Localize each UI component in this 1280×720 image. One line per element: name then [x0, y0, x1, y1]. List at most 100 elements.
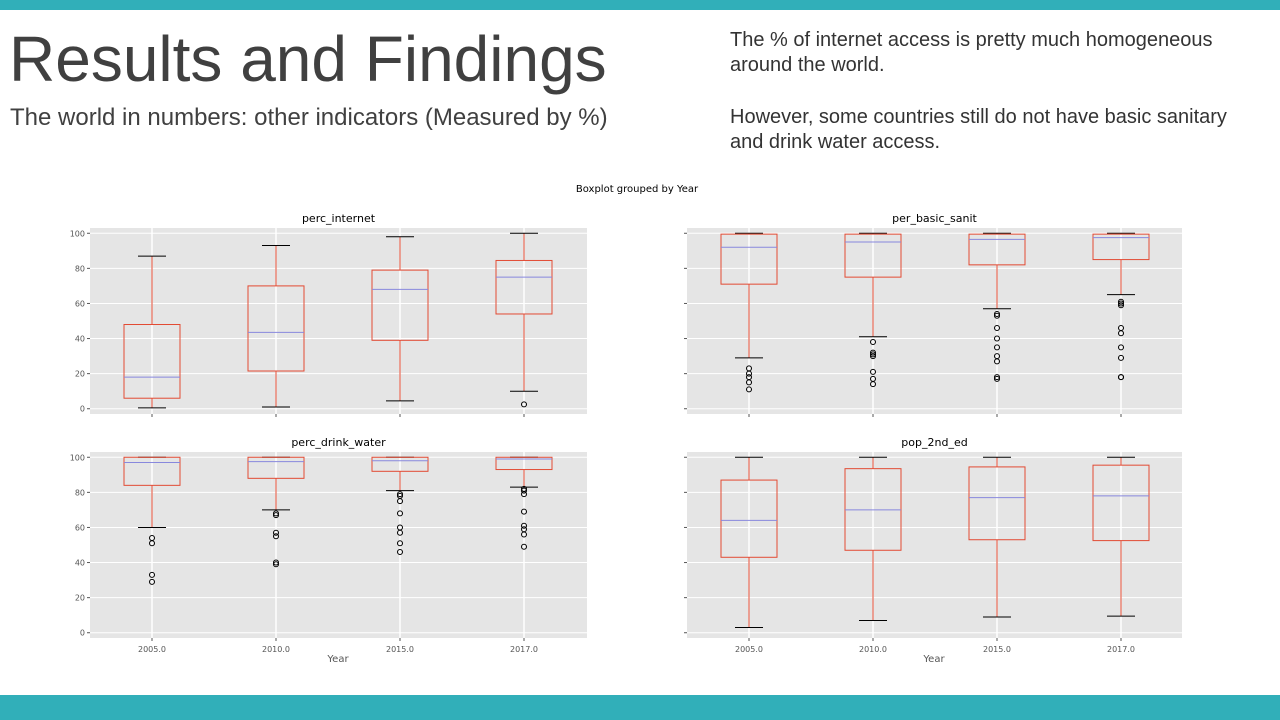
outlier-point [1118, 298, 1124, 305]
outlier-point [521, 531, 527, 538]
outlier-point [521, 401, 527, 408]
plot-area [90, 452, 587, 638]
y-tick-label: 0 [80, 629, 85, 638]
subplot-title: pop_2nd_ed [901, 436, 967, 449]
x-tick-label: 2015.0 [983, 645, 1011, 654]
outlier-point [149, 571, 155, 578]
figure-suptitle: Boxplot grouped by Year [576, 184, 699, 195]
outlier-point [521, 522, 527, 529]
x-tick-label: 2017.0 [1107, 645, 1135, 654]
box [720, 233, 778, 285]
outlier-point [397, 498, 403, 505]
outlier-point [397, 549, 403, 556]
box [247, 456, 305, 479]
outlier-point [1118, 302, 1124, 309]
y-tick-label: 80 [75, 488, 85, 497]
subplot-title: perc_internet [302, 212, 376, 225]
box [123, 324, 181, 399]
box [968, 233, 1026, 266]
x-axis-label: Year [326, 654, 349, 665]
y-tick-label: 20 [75, 370, 85, 379]
y-tick-label: 100 [70, 229, 85, 238]
outlier-point [870, 339, 876, 346]
outlier-point [746, 370, 752, 377]
outlier-point [521, 487, 527, 494]
y-tick-label: 80 [75, 264, 85, 273]
outlier-point [1118, 300, 1124, 307]
outlier-point [994, 325, 1000, 332]
boxplot-figure: Boxplot grouped by Year Year Year 0 20 40 6… [70, 184, 1182, 665]
plot-area [687, 228, 1182, 414]
outlier-point [273, 512, 279, 519]
x-tick-label: 2005.0 [735, 645, 763, 654]
y-tick-label: 0 [80, 405, 85, 414]
outlier-point [149, 578, 155, 585]
outlier-point [1118, 374, 1124, 381]
note-sanitation: However, some countries still do not hav… [730, 106, 1227, 153]
x-axis-label: Year [922, 654, 945, 665]
outlier-point [870, 353, 876, 360]
box [968, 466, 1026, 541]
box [844, 233, 902, 278]
outlier-point [870, 368, 876, 375]
outlier-point [870, 351, 876, 358]
y-tick-label: 20 [75, 594, 85, 603]
outlier-point [994, 374, 1000, 381]
box [371, 269, 429, 341]
box [495, 456, 553, 471]
x-tick-label: 2015.0 [386, 645, 414, 654]
outlier-point [397, 529, 403, 536]
y-tick-label: 40 [75, 559, 85, 568]
outlier-point [746, 386, 752, 393]
subplot-title: per_basic_sanit [892, 212, 977, 225]
outlier-point [994, 358, 1000, 365]
outlier-point [273, 559, 279, 566]
subplot-title: perc_drink_water [291, 436, 386, 449]
top-accent-bar [0, 0, 1280, 10]
outlier-point [521, 543, 527, 550]
outlier-point [149, 540, 155, 547]
box [1092, 233, 1150, 261]
outlier-point [1118, 354, 1124, 361]
x-tick-label: 2005.0 [138, 645, 166, 654]
outlier-point [994, 344, 1000, 351]
outlier-point [397, 491, 403, 498]
box [720, 479, 778, 558]
y-tick-label: 40 [75, 335, 85, 344]
outlier-point [273, 529, 279, 536]
outlier-point [1118, 330, 1124, 337]
outlier-point [273, 510, 279, 517]
plot-area [90, 228, 587, 414]
plot-area [687, 452, 1182, 638]
outlier-point [273, 561, 279, 568]
box [495, 259, 553, 315]
box [123, 456, 181, 486]
note-internet: The % of internet access is pretty much … [730, 29, 1213, 76]
outlier-point [994, 335, 1000, 342]
outlier-point [273, 533, 279, 540]
x-tick-label: 2010.0 [859, 645, 887, 654]
outlier-point [994, 312, 1000, 319]
box [1092, 464, 1150, 542]
slide-title: Results and Findings [9, 23, 607, 95]
outlier-point [1118, 344, 1124, 351]
outlier-point [521, 508, 527, 515]
outlier-point [870, 349, 876, 356]
notes-block: The % of internet access is pretty much … [730, 28, 1260, 182]
box [371, 456, 429, 472]
box [247, 285, 305, 372]
slide-subtitle: The world in numbers: other indicators (… [10, 104, 608, 131]
bottom-accent-bar [0, 695, 1280, 720]
x-tick-label: 2010.0 [262, 645, 290, 654]
outlier-point [397, 510, 403, 517]
outlier-point [746, 379, 752, 386]
x-tick-label: 2017.0 [510, 645, 538, 654]
outlier-point [870, 381, 876, 388]
outlier-point [397, 540, 403, 547]
y-tick-label: 60 [75, 523, 85, 532]
outlier-point [521, 491, 527, 498]
y-tick-label: 100 [70, 453, 85, 462]
outlier-point [994, 310, 1000, 317]
outlier-point [994, 375, 1000, 382]
y-tick-label: 60 [75, 299, 85, 308]
